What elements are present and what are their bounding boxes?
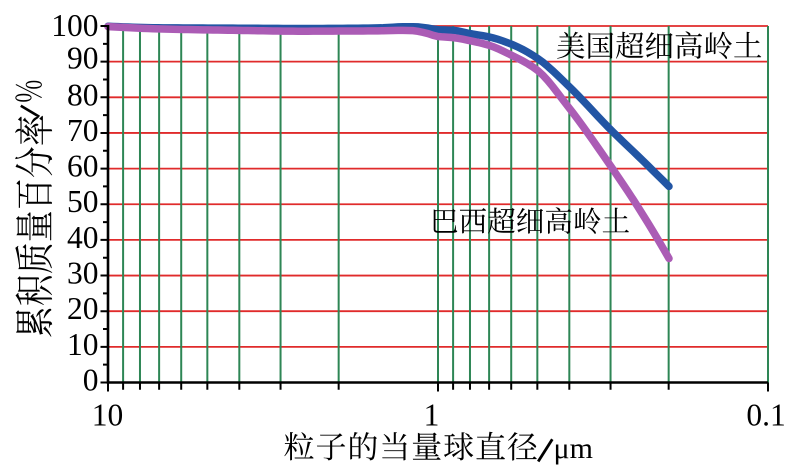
svg-text:80: 80	[67, 77, 99, 112]
svg-text:0.1: 0.1	[746, 398, 785, 433]
svg-text:20: 20	[67, 291, 99, 326]
svg-text:30: 30	[67, 256, 99, 291]
svg-text:50: 50	[67, 184, 99, 219]
svg-text:60: 60	[67, 149, 99, 184]
svg-text:μm: μm	[554, 432, 593, 465]
svg-text:90: 90	[67, 41, 99, 76]
svg-text:1: 1	[424, 398, 440, 433]
svg-text:10: 10	[67, 327, 99, 362]
svg-text:70: 70	[67, 113, 99, 148]
svg-text:0: 0	[83, 363, 99, 398]
svg-text:100: 100	[51, 8, 98, 43]
svg-text:10: 10	[92, 398, 124, 433]
svg-text:40: 40	[67, 220, 99, 255]
